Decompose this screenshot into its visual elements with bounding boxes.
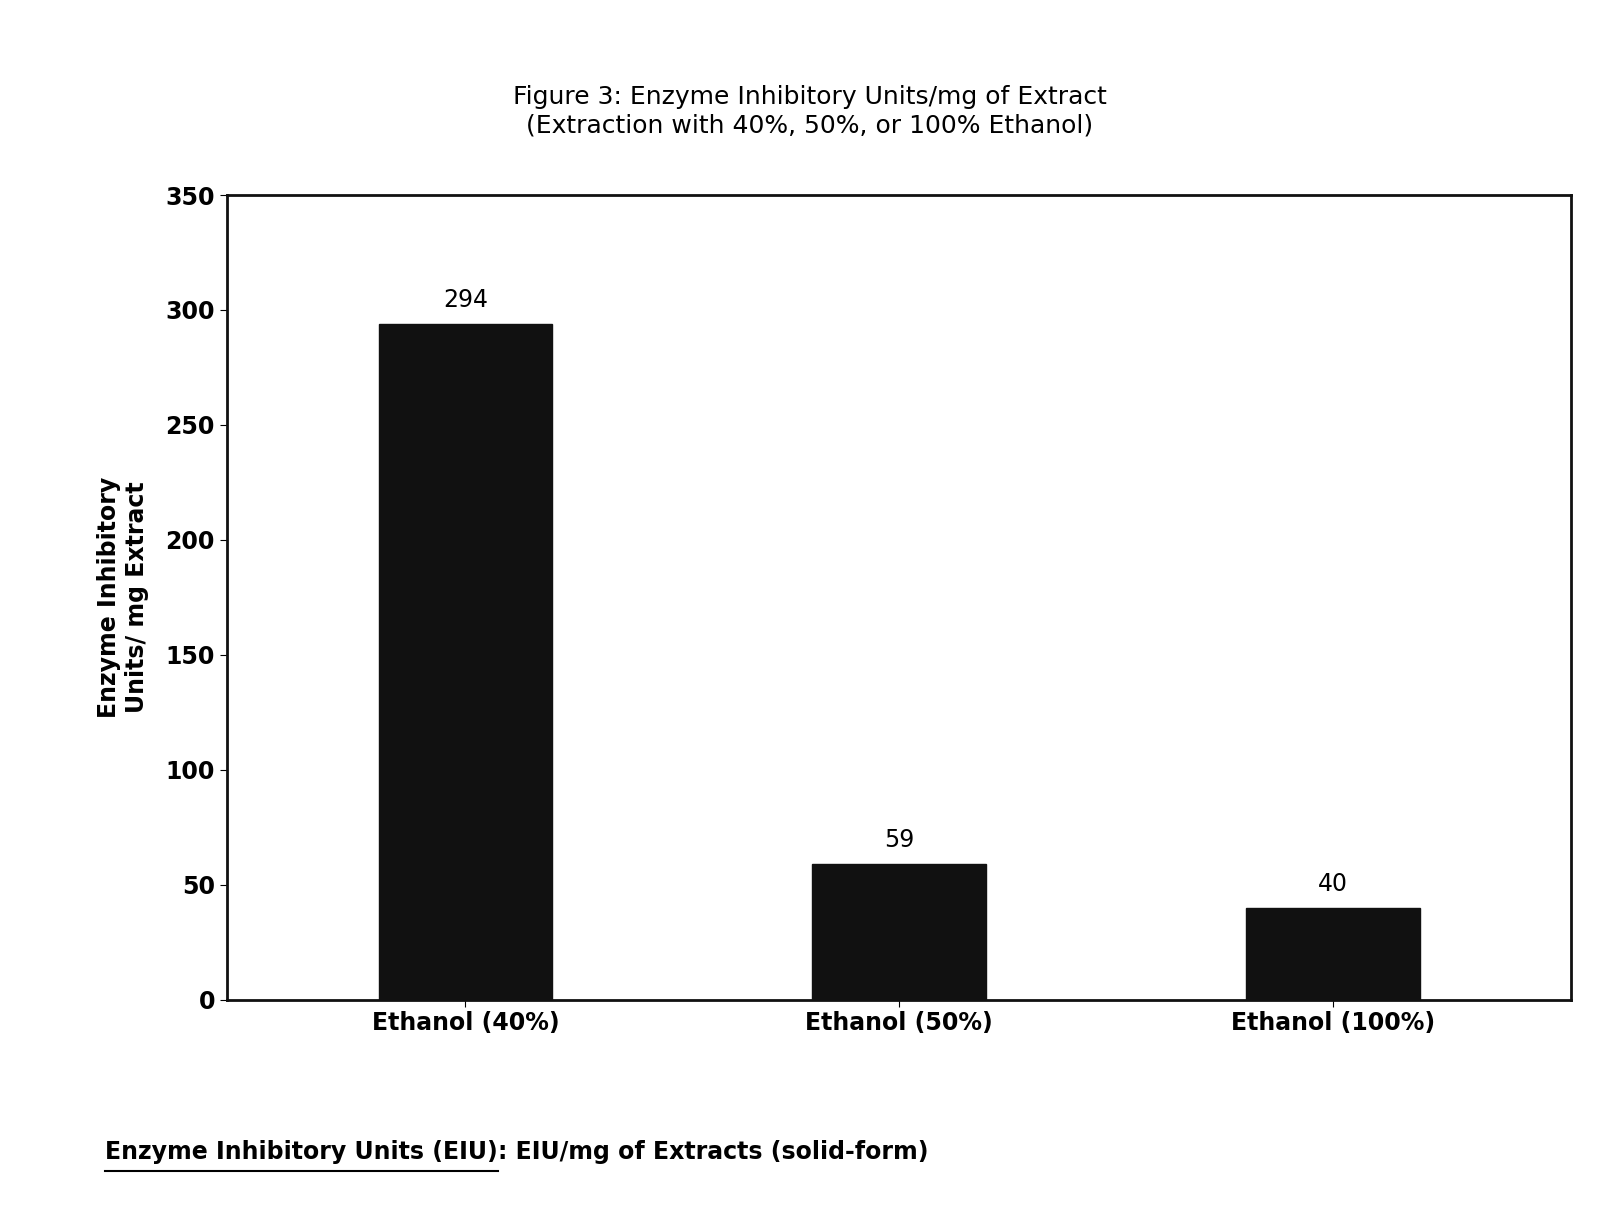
Text: 59: 59 (885, 829, 914, 852)
Text: : EIU/mg of Extracts (solid-form): : EIU/mg of Extracts (solid-form) (497, 1140, 928, 1164)
Text: 40: 40 (1317, 872, 1348, 896)
Text: Enzyme Inhibitory Units (EIU): Enzyme Inhibitory Units (EIU) (105, 1140, 497, 1164)
Text: 294: 294 (442, 288, 488, 312)
Bar (1246, 908, 1419, 1000)
Bar (379, 324, 552, 1000)
Bar (812, 864, 987, 1000)
Y-axis label: Enzyme Inhibitory
Units/ mg Extract: Enzyme Inhibitory Units/ mg Extract (97, 477, 149, 718)
Text: Figure 3: Enzyme Inhibitory Units/mg of Extract
(Extraction with 40%, 50%, or 10: Figure 3: Enzyme Inhibitory Units/mg of … (514, 85, 1106, 137)
